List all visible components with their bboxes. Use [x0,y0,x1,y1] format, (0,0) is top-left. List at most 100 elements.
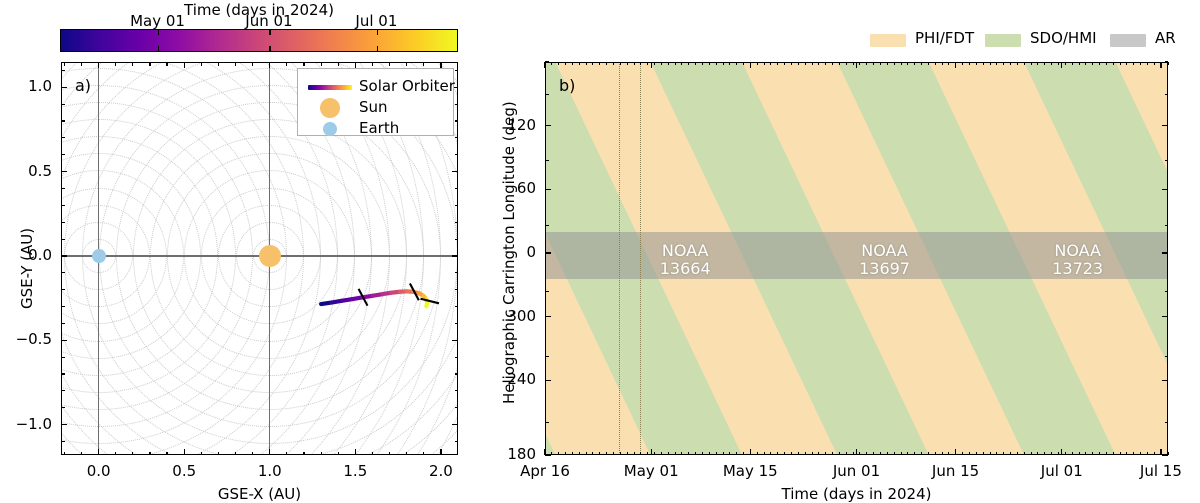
panel-a-ytick-minor [61,188,65,189]
panel-a-ytick-label: −0.5 [16,330,52,348]
panel-a-ytick-minor [61,407,65,408]
panel-b-xtick-minor [990,452,991,455]
panel-a-xtick-minor [115,452,116,456]
panel-a-ytick-minor [61,373,65,374]
panel-b-xtick-minor [887,452,888,455]
panel-a-xtick-minor [389,452,390,456]
panel-b-xtick-minor [1024,62,1025,65]
panel-b-xtick-minor [990,62,991,65]
panel-b-xtick-minor [1154,452,1155,455]
panel-b-xtick-minor [866,62,867,65]
panel-b-ytick [545,125,551,126]
panel-b-xtick-minor [1079,452,1080,455]
panel-a-ytick-minor [455,289,459,290]
legend-label-phi-fdt: PHI/FDT [915,29,974,47]
panel-a-ytick-minor [455,154,459,155]
panel-a-xtick-minor [269,452,270,456]
panel-a-ytick-minor [455,323,459,324]
panel-b-ytick-minor [1165,94,1169,95]
panel-b-xtick [1061,62,1062,68]
panel-a-xtick-minor [286,452,287,456]
panel-b-ytick-minor [1165,291,1169,292]
panel-b-xtick-minor [853,62,854,65]
legend-swatch-sdo-hmi [985,34,1021,47]
panel-a-ytick-minor [455,222,459,223]
panel-b-xtick-minor [620,62,621,65]
panel-b-ytick-label: 60 [517,179,536,197]
panel-b-xtick-minor [928,62,929,65]
panel-b-xtick-minor [914,452,915,455]
panel-a-ytick-minor [61,222,65,223]
panel-a-ytick-minor [455,357,459,358]
panel-b-xtick-minor [1106,62,1107,65]
colorbar-tick-label: Jul 01 [355,12,397,30]
legend-label-ar: AR [1155,29,1176,47]
panel-b-xtick-minor [962,452,963,455]
panel-b-ytick-minor [1165,356,1169,357]
panel-b-ytick-label: 180 [507,445,536,463]
panel-b-xtick-minor [942,62,943,65]
panel-b-xtick [856,62,857,68]
panel-a-ytick-minor [61,289,65,290]
panel-b-xtick-minor [921,452,922,455]
panel-b-xtick [856,449,857,455]
panel-b-xtick-label: May 15 [723,462,778,480]
panel-a-xtick-minor [218,62,219,66]
panel-a-ytick [61,424,67,425]
colorbar-tick-label: Jun 01 [245,12,292,30]
panel-b-xtick-minor [1085,452,1086,455]
panel-b-xtick-minor [695,62,696,65]
panel-b-xtick-minor [661,452,662,455]
panel-a-xtick-minor [372,62,373,66]
panel-a-ytick-minor [455,104,459,105]
panel-b-xtick-minor [928,452,929,455]
panel-b-xtick-minor [894,452,895,455]
panel-a-xtick-minor [321,452,322,456]
panel-b-xtick-minor [1051,62,1052,65]
panel-b-xtick-minor [1113,62,1114,65]
panel-b-xtick-minor [716,62,717,65]
panel-b-xtick-minor [818,452,819,455]
panel-b-xtick-minor [996,62,997,65]
panel-a-ytick-minor [61,104,65,105]
panel-b-xtick-minor [1024,452,1025,455]
panel-a-ytick-minor [61,357,65,358]
panel-a-xtick [184,62,185,68]
panel-b-ytick-minor [1165,160,1169,161]
panel-a-ytick [452,255,458,256]
panel-a-ytick-minor [455,272,459,273]
panel-a-ytick-minor [61,239,65,240]
panel-b-xtick-minor [777,452,778,455]
panel-b-xtick-minor [1106,452,1107,455]
panel-b-xtick-minor [983,452,984,455]
panel-a-xtick-minor [252,62,253,66]
panel-b-xtick-minor [962,62,963,65]
panel-b-xtick-minor [736,452,737,455]
panel-b-xtick-minor [1003,62,1004,65]
panel-b-xtick-minor [784,62,785,65]
panel-b-xtick-minor [873,62,874,65]
panel-b-xtick-minor [572,62,573,65]
panel-b-xtick-minor [1120,452,1121,455]
panel-b-xtick-minor [942,452,943,455]
panel-b-xtick-minor [654,452,655,455]
panel-b-xtick-minor [558,452,559,455]
panel-b-xtick-minor [1099,452,1100,455]
panel-b-xtick-minor [901,452,902,455]
panel-b-xtick-minor [1031,452,1032,455]
legend-swatch-sun [320,98,340,118]
panel-b-xtick-minor [798,452,799,455]
panel-b-xtick-minor [743,452,744,455]
panel-b-xtick-minor [921,62,922,65]
panel-b-xtick-minor [818,62,819,65]
panel-b-xtick-minor [935,62,936,65]
panel-b-xtick-minor [846,452,847,455]
panel-a-ytick-minor [455,137,459,138]
panel-a-ytick-label: −1.0 [16,415,52,433]
panel-b-xtick-minor [1010,62,1011,65]
panel-a-xtick [355,449,356,455]
panel-a-ytick [61,340,67,341]
panel-a-xtick-minor [166,452,167,456]
legend-label-sun: Sun [359,98,388,116]
